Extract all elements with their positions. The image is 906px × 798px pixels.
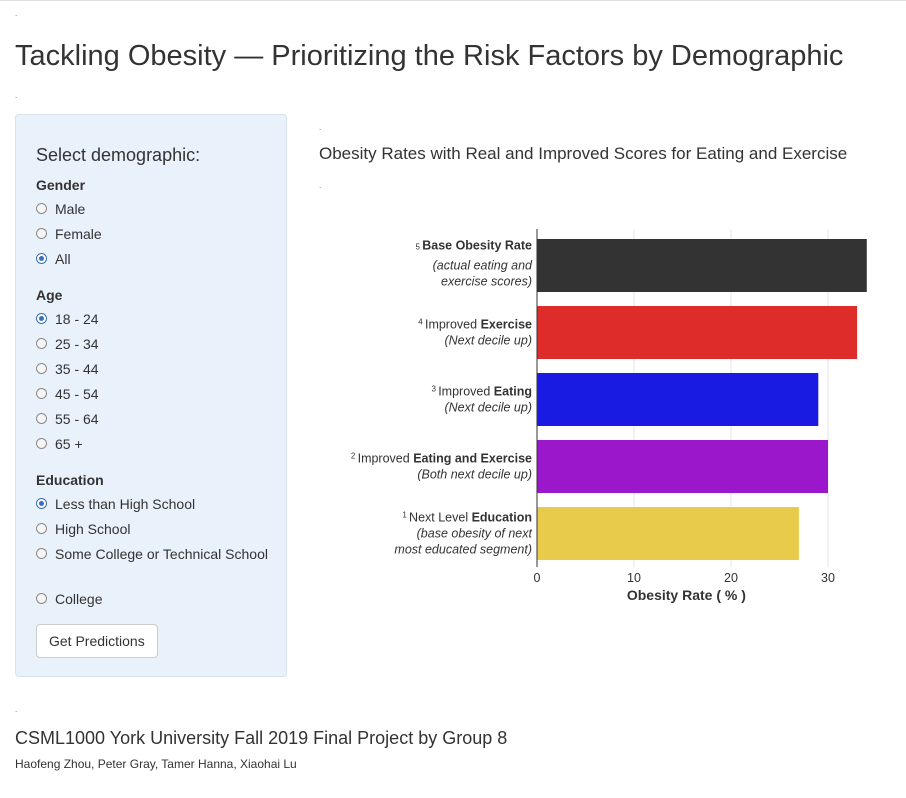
x-tick-label: 0 — [534, 571, 541, 585]
education-option[interactable]: Some College or Technical School — [36, 544, 276, 564]
radio-label: 65 + — [55, 436, 83, 452]
bar-sublabel: exercise scores) — [441, 275, 532, 289]
dot-marker: . — [319, 181, 322, 190]
dot-marker: . — [15, 91, 18, 100]
radio-button[interactable] — [36, 593, 47, 604]
obesity-bar-chart: 5 Base Obesity Rate (actual eating and exe… — [351, 229, 867, 603]
x-axis-title: Obesity Rate ( % ) — [627, 587, 746, 603]
bar-label: 3 Improved Eating — [432, 385, 532, 399]
bar-label: 4 Improved Exercise — [418, 318, 532, 332]
x-tick-label: 20 — [724, 571, 738, 585]
age-option[interactable]: 25 - 34 — [36, 334, 276, 354]
bar — [537, 440, 828, 493]
radio-button[interactable] — [36, 498, 47, 509]
radio-button[interactable] — [36, 338, 47, 349]
radio-label: Female — [55, 226, 102, 242]
dot-marker: . — [319, 123, 322, 132]
education-option[interactable]: Less than High School — [36, 494, 276, 514]
age-option[interactable]: 18 - 24 — [36, 309, 276, 329]
radio-label: 35 - 44 — [55, 361, 99, 377]
bar-sublabel: (actual eating and — [433, 259, 533, 273]
top-divider — [0, 0, 906, 1]
chart-title: Obesity Rates with Real and Improved Sco… — [319, 144, 848, 163]
bar-sublabel: (Both next decile up) — [417, 468, 532, 482]
footer-title: CSML1000 York University Fall 2019 Final… — [15, 728, 508, 748]
panel-title: Select demographic: — [36, 145, 201, 165]
radio-label: All — [55, 251, 71, 267]
radio-label: 18 - 24 — [55, 311, 99, 327]
x-tick-label: 10 — [627, 571, 641, 585]
page-title: Tackling Obesity — Prioritizing the Risk… — [15, 40, 844, 72]
radio-label: High School — [55, 521, 131, 537]
bar — [537, 507, 799, 560]
education-label: Education — [36, 472, 104, 488]
radio-button[interactable] — [36, 363, 47, 374]
get-predictions-button[interactable]: Get Predictions — [36, 624, 158, 658]
radio-label: 45 - 54 — [55, 386, 99, 402]
radio-button[interactable] — [36, 388, 47, 399]
age-label: Age — [36, 287, 63, 303]
age-option[interactable]: 45 - 54 — [36, 384, 276, 404]
radio-label: 25 - 34 — [55, 336, 99, 352]
radio-button[interactable] — [36, 228, 47, 239]
bar-sublabel: (Next decile up) — [444, 334, 532, 348]
radio-button[interactable] — [36, 253, 47, 264]
dot-marker: . — [15, 9, 18, 18]
bar — [537, 373, 819, 426]
gender-option[interactable]: Male — [36, 199, 276, 219]
bar-label: 5 Base Obesity Rate — [416, 239, 532, 253]
age-option[interactable]: 35 - 44 — [36, 359, 276, 379]
education-option[interactable]: College — [36, 589, 276, 609]
radio-label: Male — [55, 201, 86, 217]
radio-label: 55 - 64 — [55, 411, 99, 427]
bar-sublabel: most educated segment) — [394, 543, 532, 557]
radio-button[interactable] — [36, 438, 47, 449]
gender-label: Gender — [36, 177, 86, 193]
footer-authors: Haofeng Zhou, Peter Gray, Tamer Hanna, X… — [15, 757, 297, 771]
education-option[interactable]: High School — [36, 519, 276, 539]
radio-label: Less than High School — [55, 496, 196, 512]
bar-sublabel: (base obesity of next — [417, 527, 533, 541]
age-option[interactable]: 55 - 64 — [36, 409, 276, 429]
radio-button[interactable] — [36, 313, 47, 324]
radio-button[interactable] — [36, 413, 47, 424]
bar-sublabel: (Next decile up) — [444, 401, 532, 415]
bar — [537, 306, 858, 359]
bar-label: 2 Improved Eating and Exercise — [351, 452, 532, 466]
radio-label: College — [55, 591, 103, 607]
demographic-panel: Select demographic: Gender Male Female All… — [15, 114, 287, 677]
gender-option[interactable]: All — [36, 249, 276, 269]
x-tick-label: 30 — [821, 571, 835, 585]
radio-label: Some College or Technical School — [55, 546, 268, 562]
radio-button[interactable] — [36, 548, 47, 559]
gender-option[interactable]: Female — [36, 224, 276, 244]
bar-label: 1 Next Level Education — [402, 511, 532, 525]
bar — [537, 239, 867, 292]
dot-marker: . — [15, 705, 18, 714]
radio-button[interactable] — [36, 203, 47, 214]
radio-button[interactable] — [36, 523, 47, 534]
age-option[interactable]: 65 + — [36, 434, 276, 454]
